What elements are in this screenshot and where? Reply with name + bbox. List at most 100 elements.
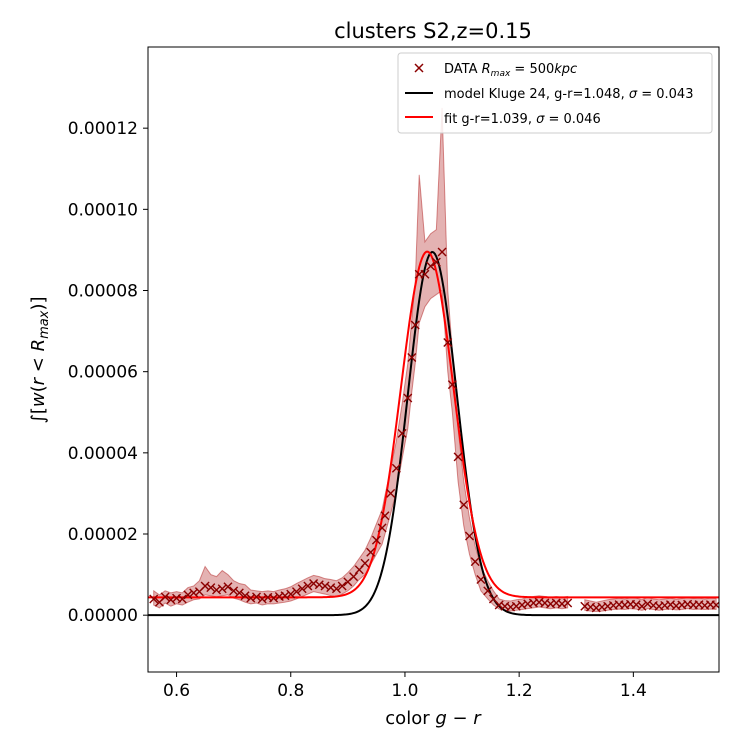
- legend-box: [397, 52, 713, 134]
- data-point-stroke: [366, 547, 376, 557]
- data-point-stroke: [563, 598, 573, 608]
- data-point-stroke: [403, 393, 413, 403]
- data-point-stroke: [453, 452, 463, 462]
- data-point-stroke: [257, 594, 267, 604]
- data-point: [483, 586, 493, 596]
- data-point: [303, 581, 313, 591]
- data-point-stroke: [631, 600, 641, 610]
- data-point-stroke: [386, 488, 396, 498]
- data-point-stroke: [269, 593, 279, 603]
- data-point-stroke: [410, 320, 420, 330]
- data-point: [349, 572, 359, 582]
- data-point: [371, 535, 381, 545]
- data-point-stroke: [443, 337, 453, 347]
- data-point-stroke: [464, 531, 474, 541]
- data-point: [410, 320, 420, 330]
- data-point: [206, 583, 216, 593]
- data-point: [223, 582, 233, 592]
- data-point-stroke: [447, 380, 457, 390]
- data-point: [386, 488, 396, 498]
- data-point-stroke: [654, 601, 664, 611]
- x-tick-label: 0.8: [277, 681, 304, 701]
- data-point-stroke: [320, 581, 330, 591]
- data-point: [397, 428, 407, 438]
- legend-label-fit: fit g-r=1.039, σ = 0.046: [444, 112, 601, 127]
- data-point-stroke: [166, 595, 176, 605]
- data-point-stroke: [380, 511, 390, 521]
- y-tick-label: 0.00010: [68, 200, 138, 220]
- data-point-stroke: [246, 593, 256, 603]
- data-point-stroke: [671, 601, 681, 611]
- data-point-stroke: [431, 257, 441, 267]
- data-point-stroke: [349, 572, 359, 582]
- data-point: [563, 598, 573, 608]
- data-point: [297, 584, 307, 594]
- data-point-stroke: [371, 535, 381, 545]
- data-point: [269, 593, 279, 603]
- data-point: [426, 261, 436, 271]
- data-point: [360, 558, 370, 568]
- data-point: [280, 591, 290, 601]
- data-point: [217, 584, 227, 594]
- data-point-stroke: [603, 601, 613, 611]
- plot-frame: [147, 46, 720, 673]
- data-point-stroke: [331, 584, 341, 594]
- data-point: [320, 581, 330, 591]
- legend-label-model: model Kluge 24, g-r=1.048, σ = 0.043: [444, 87, 693, 102]
- data-point: [431, 257, 441, 267]
- data-point: [331, 584, 341, 594]
- data-point: [407, 352, 417, 362]
- data-point-stroke: [660, 600, 670, 610]
- data-point: [200, 581, 210, 591]
- y-tick-label: 0.00004: [68, 444, 138, 464]
- data-point-stroke: [546, 599, 556, 609]
- data-point-stroke: [470, 557, 480, 567]
- data-point: [464, 531, 474, 541]
- data-point: [643, 599, 653, 609]
- y-tick-label: 0.00006: [68, 363, 138, 383]
- data-point-stroke: [397, 428, 407, 438]
- data-point: [366, 547, 376, 557]
- data-point: [160, 592, 170, 602]
- data-point-stroke: [528, 598, 538, 608]
- data-point-stroke: [523, 599, 533, 609]
- data-point-stroke: [557, 599, 567, 609]
- data-point: [234, 588, 244, 598]
- data-point: [291, 587, 301, 597]
- data-point-stroke: [517, 600, 527, 610]
- data-point: [229, 586, 239, 596]
- data-point: [377, 523, 387, 533]
- data-point: [149, 594, 159, 604]
- data-point: [443, 337, 453, 347]
- legend-label-data: DATA Rmax = 500kpc: [444, 62, 577, 79]
- data-point-stroke: [223, 582, 233, 592]
- data-point-stroke: [488, 594, 498, 604]
- axes: 0.6 0.8 1.0 1.2 1.4 0.00000 0.00002 0.00004 0.00…: [68, 46, 720, 701]
- data-point-stroke: [506, 602, 516, 612]
- data-point: [631, 600, 641, 610]
- data-point-stroke: [337, 581, 347, 591]
- y-tick-label: 0.00000: [68, 606, 138, 626]
- data-point-stroke: [303, 581, 313, 591]
- data-point-stroke: [212, 585, 222, 595]
- data-point-stroke: [476, 574, 486, 584]
- plot-area: [148, 107, 719, 617]
- data-point: [257, 594, 267, 604]
- data-point-stroke: [200, 581, 210, 591]
- data-point-stroke: [620, 600, 630, 610]
- data-point-stroke: [391, 463, 401, 473]
- data-point-stroke: [407, 352, 417, 362]
- data-point-stroke: [643, 599, 653, 609]
- x-tick-label: 1.0: [391, 681, 418, 701]
- data-point-stroke: [426, 261, 436, 271]
- data-point: [391, 463, 401, 473]
- data-point: [476, 574, 486, 584]
- legend-item-fit: fit g-r=1.039, σ = 0.046: [405, 112, 601, 127]
- data-point-stroke: [149, 594, 159, 604]
- data-point-stroke: [177, 594, 187, 604]
- data-point-stroke: [591, 603, 601, 613]
- data-point-stroke: [700, 600, 710, 610]
- data-point-stroke: [229, 586, 239, 596]
- x-tick-label: 1.4: [620, 681, 647, 701]
